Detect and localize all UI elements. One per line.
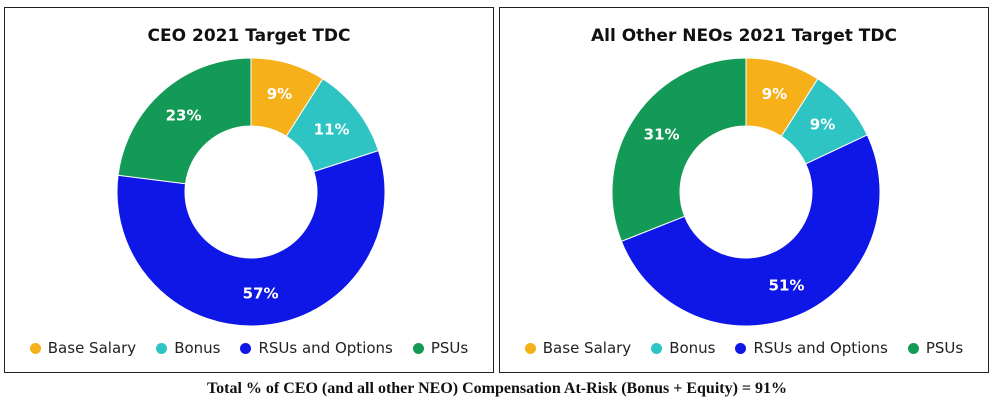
chart-legend: Base Salary Bonus RSUs and Options PSUs	[5, 339, 493, 357]
legend-swatch-base-salary	[524, 342, 536, 354]
other-neos-donut-chart: 9% 9% 51% 31%	[611, 57, 881, 327]
legend-item-rsus-and-options: RSUs and Options	[735, 339, 888, 357]
data-label-base-salary: 9%	[267, 85, 292, 103]
donut-slice-psus	[611, 57, 747, 242]
legend-label: Base Salary	[542, 339, 632, 357]
legend-label: Bonus	[669, 339, 716, 357]
legend-label: Base Salary	[47, 339, 137, 357]
legend-item-psus: PSUs	[907, 339, 964, 357]
legend-swatch-rsus-and-options	[240, 342, 252, 354]
legend-swatch-psus	[907, 342, 919, 354]
data-label-psus: 31%	[644, 126, 680, 144]
legend-item-bonus: Bonus	[156, 339, 220, 357]
data-label-base-salary: 9%	[762, 85, 787, 103]
data-label-rsus-and-options: 57%	[243, 285, 279, 303]
chart-legend: Base Salary Bonus RSUs and Options PSUs	[500, 339, 988, 357]
chart-title: All Other NEOs 2021 Target TDC	[591, 26, 897, 46]
legend-label: PSUs	[925, 339, 964, 357]
data-label-bonus: 9%	[810, 116, 835, 134]
legend-item-base-salary: Base Salary	[524, 339, 632, 357]
legend-swatch-psus	[412, 342, 424, 354]
legend-label: RSUs and Options	[753, 339, 888, 357]
footer-caption: Total % of CEO (and all other NEO) Compe…	[206, 380, 788, 397]
legend-label: Bonus	[174, 339, 221, 357]
data-label-rsus-and-options: 51%	[769, 277, 805, 295]
donut-slice-rsus-and-options	[620, 134, 881, 327]
donut-slice-rsus-and-options	[116, 149, 386, 327]
legend-swatch-bonus	[651, 342, 663, 354]
legend-label: PSUs	[430, 339, 469, 357]
data-label-bonus: 11%	[314, 120, 350, 138]
legend-item-bonus: Bonus	[651, 339, 715, 357]
donut-slice-psus	[117, 57, 252, 185]
legend-item-base-salary: Base Salary	[29, 339, 137, 357]
other-neos-chart-panel: All Other NEOs 2021 Target TDC 9% 9% 51% 31…	[499, 7, 989, 373]
legend-item-rsus-and-options: RSUs and Options	[240, 339, 393, 357]
data-label-psus: 23%	[166, 106, 202, 124]
legend-swatch-base-salary	[29, 342, 41, 354]
legend-label: RSUs and Options	[258, 339, 393, 357]
ceo-chart-panel: CEO 2021 Target TDC 9% 11% 57% 23% Base Sal…	[4, 7, 494, 373]
legend-swatch-bonus	[156, 342, 168, 354]
ceo-donut-chart: 9% 11% 57% 23%	[116, 57, 386, 327]
legend-item-psus: PSUs	[412, 339, 469, 357]
legend-swatch-rsus-and-options	[735, 342, 747, 354]
chart-title: CEO 2021 Target TDC	[147, 26, 351, 46]
